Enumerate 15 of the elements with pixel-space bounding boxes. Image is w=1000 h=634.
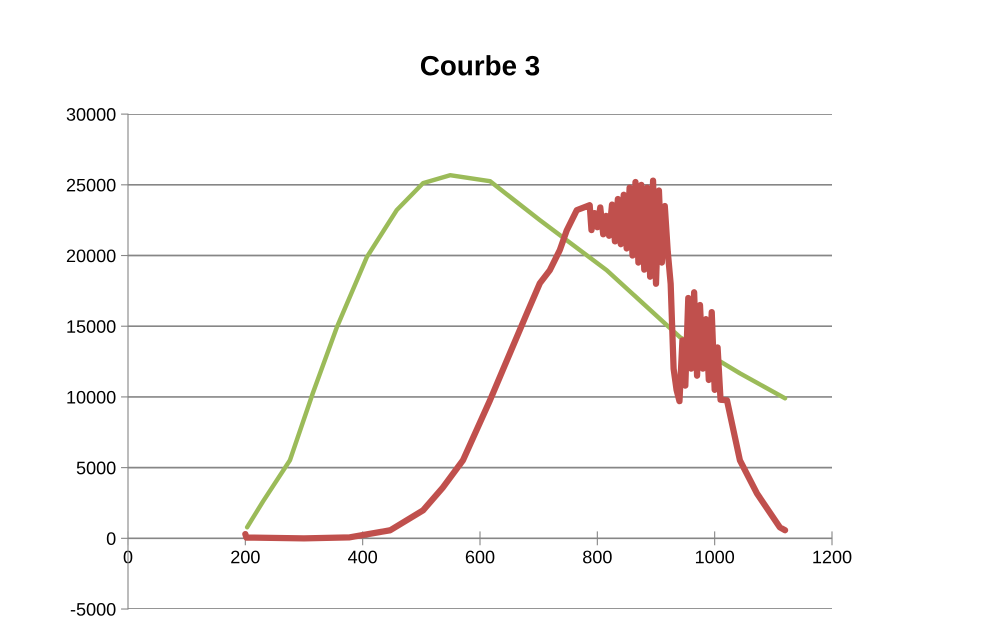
x-tick-label: 800: [583, 550, 612, 564]
y-tick-label: 20000: [66, 249, 116, 262]
y-tick-label: 10000: [67, 390, 116, 404]
chart-title: Courbe 3: [420, 55, 540, 76]
x-tick-label: 600: [466, 550, 494, 564]
x-tick-label: 1200: [813, 550, 852, 564]
y-tick-label: 25000: [66, 178, 116, 192]
x-tick-label: 400: [348, 550, 378, 564]
y-tick-label: 30000: [66, 108, 116, 121]
x-tick-label: 200: [231, 550, 260, 564]
x-tick-label: 1000: [696, 550, 734, 564]
y-tick-label: 15000: [67, 320, 116, 333]
y-tick-label: 0: [106, 532, 116, 546]
y-tick-label: -5000: [70, 602, 116, 616]
y-tick-label: 5000: [76, 462, 116, 474]
